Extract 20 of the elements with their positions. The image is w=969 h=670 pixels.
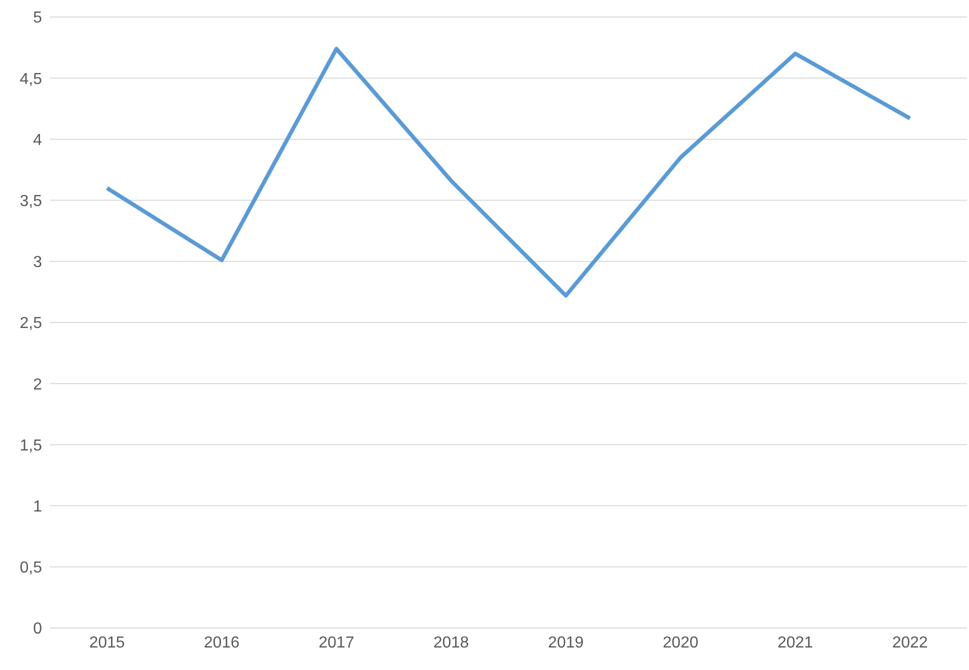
- y-tick-label: 1,5: [20, 437, 42, 454]
- y-tick-label: 5: [33, 10, 42, 27]
- y-tick-label: 2,5: [20, 315, 42, 332]
- y-tick-label: 0,5: [20, 560, 42, 577]
- y-tick-label: 3,5: [20, 192, 42, 210]
- y-tick-label: 0: [33, 620, 42, 638]
- y-tick-label: 2: [33, 376, 42, 394]
- x-tick-label: 2018: [433, 634, 470, 652]
- x-tick-label: 2017: [318, 634, 354, 652]
- x-tick-label: 2019: [548, 634, 584, 652]
- x-tick-label: 2015: [89, 634, 125, 652]
- x-tick-label: 2022: [892, 634, 928, 652]
- x-tick-label: 2016: [204, 634, 240, 652]
- line-series: [105, 46, 912, 298]
- y-tick-label: 4: [33, 132, 42, 149]
- x-tick-label: 2021: [777, 634, 814, 652]
- y-tick-label: 1: [33, 498, 42, 516]
- y-tick-label: 4,5: [20, 70, 42, 88]
- y-tick-label: 3: [33, 254, 42, 272]
- x-tick-label: 2020: [662, 634, 698, 652]
